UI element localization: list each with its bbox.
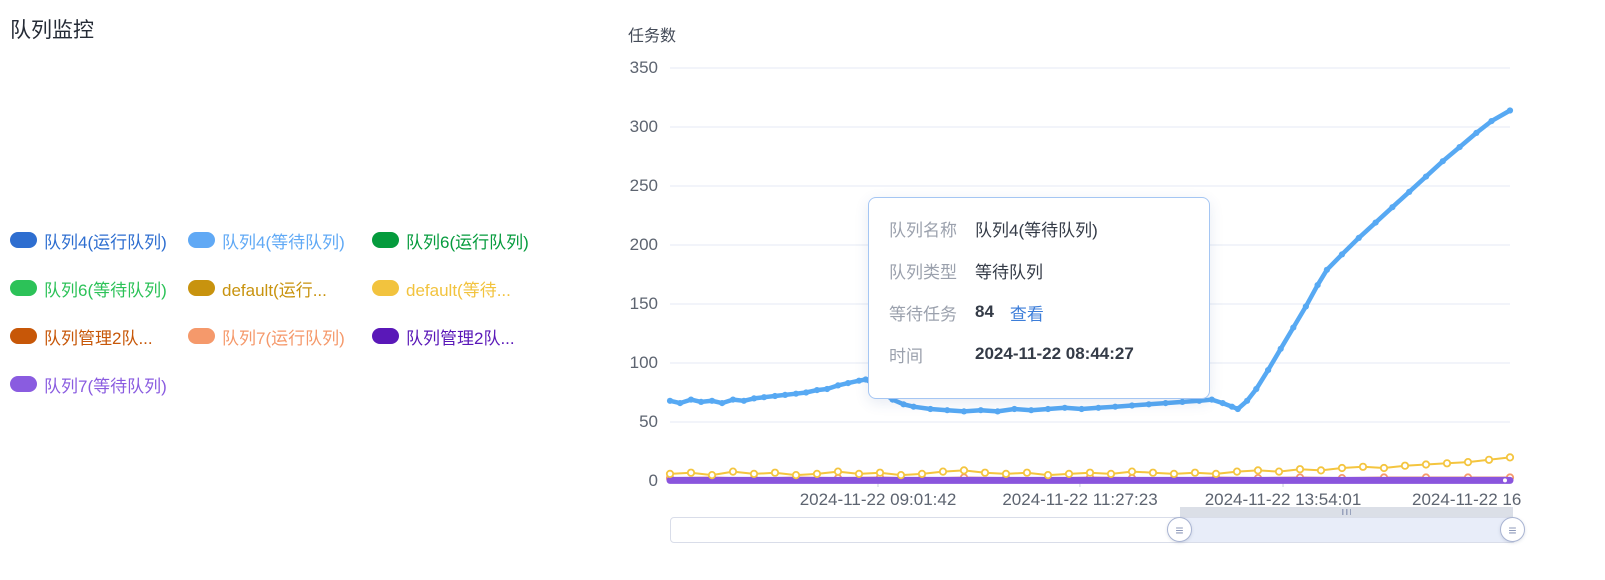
legend-swatch	[188, 280, 215, 296]
legend-item-7[interactable]: 队列7(运行队列)	[188, 324, 372, 349]
tooltip-row: 队列名称 队列4(等待队列)	[889, 215, 1189, 241]
tooltip-label: 队列名称	[889, 220, 957, 240]
legend-label: 队列4(等待队列)	[222, 232, 345, 252]
tooltip-label: 等待任务	[889, 304, 957, 324]
y-axis-name: 任务数	[628, 28, 677, 45]
legend-label: 队列7(等待队列)	[44, 376, 167, 396]
legend-item-6[interactable]: 队列管理2队...	[10, 324, 188, 349]
x-axis-tick-label: 2024-11-22 13:54:01	[1204, 490, 1362, 509]
y-axis-tick-label: 100	[629, 353, 658, 372]
y-axis-tick-label: 150	[629, 294, 658, 313]
y-axis-tick-label: 200	[629, 235, 658, 254]
datazoom-slider-track[interactable]	[670, 517, 1516, 543]
datazoom-left-handle[interactable]: ≡	[1167, 517, 1192, 542]
chart-tooltip: 队列名称 队列4(等待队列) 队列类型 等待队列 等待任务 84 查看 时间 2…	[868, 197, 1210, 399]
tooltip-value: 等待队列	[975, 262, 1043, 282]
chart-legend: 队列4(运行队列) 队列4(等待队列) 队列6(运行队列) 队列6(等待队列) …	[10, 216, 552, 408]
legend-item-2[interactable]: 队列6(运行队列)	[372, 228, 552, 253]
legend-item-1[interactable]: 队列4(等待队列)	[188, 228, 372, 253]
legend-label: default(运行...	[222, 280, 327, 300]
x-axis-tick-label: 2024-11-22 09:01:42	[799, 490, 957, 509]
legend-label: default(等待...	[406, 280, 511, 300]
legend-label: 队列管理2队...	[406, 328, 515, 348]
legend-swatch	[188, 328, 215, 344]
x-axis-tick-label: 2024-11-22 16	[1412, 490, 1522, 509]
legend-label: 队列6(运行队列)	[406, 232, 529, 252]
legend-swatch	[10, 232, 37, 248]
drag-handle-icon: ≡	[1175, 521, 1184, 538]
legend-label: 队列4(运行队列)	[44, 232, 167, 252]
drag-handle-icon: ≡	[1508, 521, 1517, 538]
datazoom-right-handle[interactable]: ≡	[1500, 517, 1525, 542]
legend-item-5[interactable]: default(等待...	[372, 276, 552, 301]
y-axis-tick-label: 50	[639, 412, 658, 431]
y-axis-tick-label: 0	[648, 471, 658, 490]
legend-item-3[interactable]: 队列6(等待队列)	[10, 276, 188, 301]
legend-swatch	[188, 232, 215, 248]
legend-swatch	[372, 280, 399, 296]
tooltip-view-link[interactable]: 查看	[1009, 304, 1044, 324]
legend-swatch	[372, 328, 399, 344]
tooltip-row: 等待任务 84 查看	[889, 299, 1189, 325]
page-title: 队列监控	[10, 19, 94, 42]
legend-item-0[interactable]: 队列4(运行队列)	[10, 228, 188, 253]
legend-label: 队列管理2队...	[44, 328, 153, 348]
tooltip-label: 时间	[889, 346, 923, 366]
legend-label: 队列6(等待队列)	[44, 280, 167, 300]
legend-swatch	[372, 232, 399, 248]
legend-label: 队列7(运行队列)	[222, 328, 345, 348]
y-axis-tick-label: 300	[629, 117, 658, 136]
legend-item-4[interactable]: default(运行...	[188, 276, 372, 301]
tooltip-value: 队列4(等待队列)	[975, 220, 1098, 240]
y-axis-tick-label: 350	[629, 58, 658, 77]
tooltip-value: 84	[975, 302, 994, 321]
legend-swatch	[10, 376, 37, 392]
legend-item-9[interactable]: 队列7(等待队列)	[10, 372, 188, 397]
tooltip-label: 队列类型	[889, 262, 957, 282]
x-axis-tick-label: 2024-11-22 11:27:23	[1002, 490, 1158, 509]
tooltip-value: 2024-11-22 08:44:27	[975, 344, 1134, 363]
tooltip-row: 队列类型 等待队列	[889, 257, 1189, 283]
y-axis-tick-label: 250	[629, 176, 658, 195]
legend-swatch	[10, 280, 37, 296]
datazoom-selected-range[interactable]	[1180, 518, 1513, 542]
legend-swatch	[10, 328, 37, 344]
move-handle-grip-icon[interactable]	[1342, 509, 1351, 515]
tooltip-row: 时间 2024-11-22 08:44:27	[889, 341, 1189, 367]
legend-item-8[interactable]: 队列管理2队...	[372, 324, 552, 349]
